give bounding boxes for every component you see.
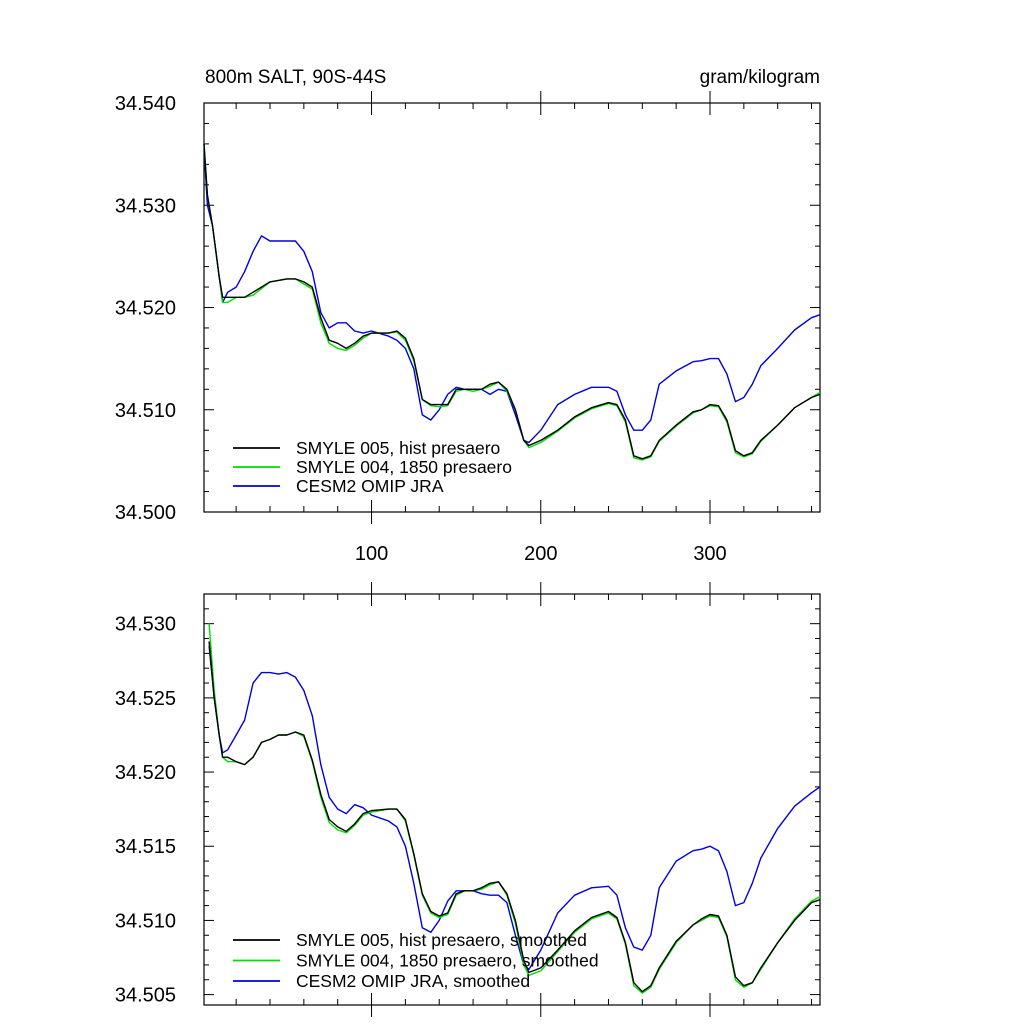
y-tick-label: 34.525 — [115, 688, 176, 710]
y-tick-label: 34.510 — [115, 910, 176, 932]
series-line-1 — [208, 641, 821, 993]
legend-label-1: SMYLE 005, hist presaero — [296, 438, 500, 458]
legend-label-3: CESM2 OMIP JRA, smoothed — [296, 971, 530, 991]
legend-label-3: CESM2 OMIP JRA — [296, 476, 444, 496]
y-tick-label: 34.530 — [115, 614, 176, 636]
chart-title-left: 800m SALT, 90S-44S — [205, 67, 386, 88]
x-tick-label: 100 — [355, 543, 388, 565]
y-tick-label: 34.515 — [115, 836, 176, 858]
legend-label-2: SMYLE 004, 1850 presaero — [296, 457, 512, 477]
y-tick-label: 34.505 — [115, 985, 176, 1007]
y-tick-label: 34.520 — [115, 762, 176, 784]
chart-units-label: gram/kilogram — [700, 67, 820, 88]
y-tick-label: 34.500 — [115, 502, 176, 524]
x-tick-label: 300 — [693, 543, 726, 565]
legend-label-1: SMYLE 005, hist presaero, smoothed — [296, 930, 587, 950]
y-tick-label: 34.540 — [115, 93, 176, 115]
bottom-panel: 34.505 34.510 34.515 34.520 34.525 34.530 SMYL… — [115, 582, 821, 1017]
series-line-3 — [203, 148, 821, 444]
legend-label-2: SMYLE 004, 1850 presaero, smoothed — [296, 951, 599, 971]
plot-frame — [203, 593, 821, 1006]
series-line-2 — [203, 143, 821, 461]
x-tick-label: 200 — [524, 543, 557, 565]
y-tick-label: 34.510 — [115, 400, 176, 422]
y-tick-label: 34.530 — [115, 195, 176, 217]
top-panel: 34.500 34.510 34.520 34.530 34.540 100 200 300 S… — [115, 91, 821, 565]
series-line-1 — [203, 143, 821, 460]
y-tick-label: 34.520 — [115, 298, 176, 320]
